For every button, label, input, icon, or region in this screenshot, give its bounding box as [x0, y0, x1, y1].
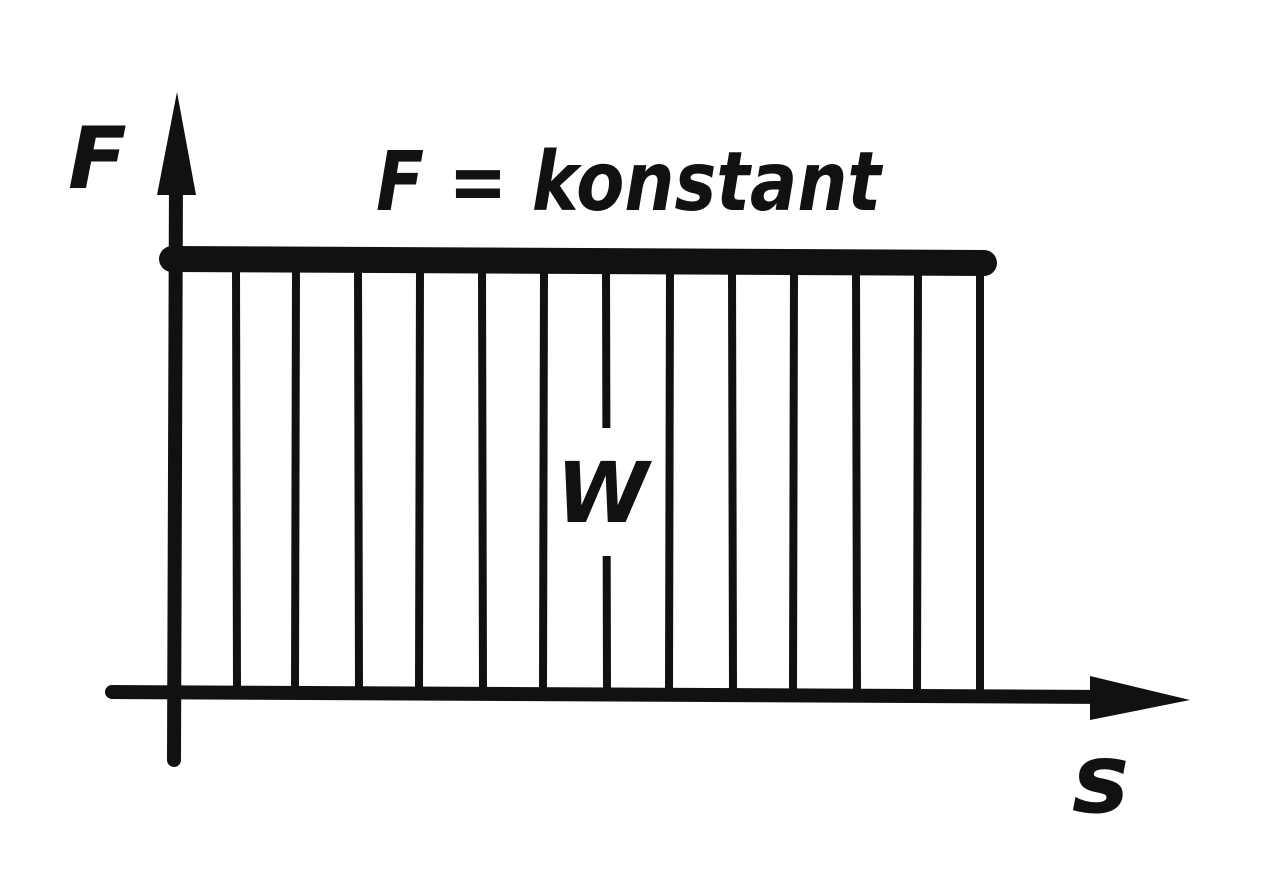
x-axis — [112, 692, 1110, 697]
y-axis-arrowhead — [157, 92, 196, 195]
x-axis-label: s — [1072, 723, 1129, 835]
x-axis-arrowhead — [1090, 676, 1190, 720]
hatch-line — [669, 268, 670, 690]
hatch-line — [793, 268, 794, 690]
hatch-line — [295, 268, 296, 690]
hatch-line — [482, 268, 483, 690]
y-axis-label: F — [68, 109, 127, 209]
hatch-line — [236, 268, 237, 690]
hatch-line — [856, 268, 857, 690]
y-axis — [174, 175, 176, 760]
hatch-line — [419, 268, 420, 690]
area-label: W — [556, 444, 653, 542]
constant-force-label: F = konstant — [376, 135, 883, 230]
hatch-line — [732, 268, 733, 690]
hatch-line — [543, 268, 544, 690]
hatch-line — [358, 268, 359, 690]
hatch-line — [917, 268, 918, 690]
constant-force-line — [172, 259, 984, 263]
